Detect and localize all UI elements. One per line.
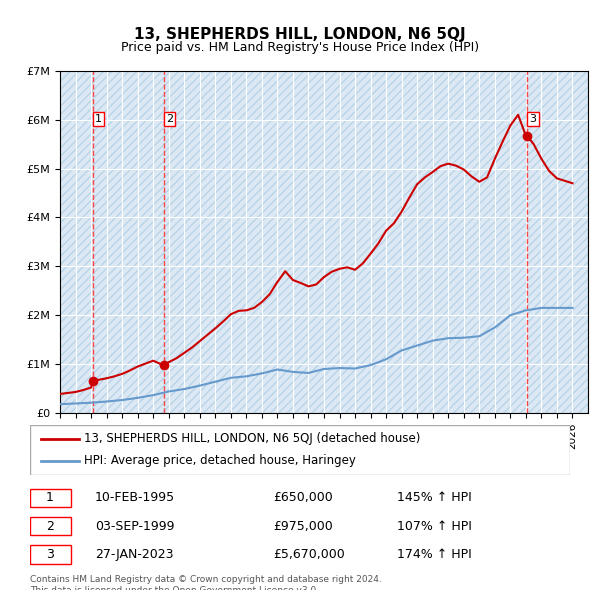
Text: 1: 1 bbox=[46, 491, 54, 504]
Text: Contains HM Land Registry data © Crown copyright and database right 2024.
This d: Contains HM Land Registry data © Crown c… bbox=[30, 575, 382, 590]
FancyBboxPatch shape bbox=[30, 545, 71, 563]
FancyBboxPatch shape bbox=[30, 517, 71, 535]
Text: £5,670,000: £5,670,000 bbox=[273, 548, 345, 561]
Text: 3: 3 bbox=[529, 114, 536, 124]
Text: 03-SEP-1999: 03-SEP-1999 bbox=[95, 520, 175, 533]
Text: 145% ↑ HPI: 145% ↑ HPI bbox=[397, 491, 472, 504]
FancyBboxPatch shape bbox=[30, 425, 570, 475]
Text: 2: 2 bbox=[46, 520, 54, 533]
Text: 107% ↑ HPI: 107% ↑ HPI bbox=[397, 520, 472, 533]
Text: HPI: Average price, detached house, Haringey: HPI: Average price, detached house, Hari… bbox=[84, 454, 356, 467]
Text: 174% ↑ HPI: 174% ↑ HPI bbox=[397, 548, 472, 561]
Text: 13, SHEPHERDS HILL, LONDON, N6 5QJ: 13, SHEPHERDS HILL, LONDON, N6 5QJ bbox=[134, 27, 466, 41]
Text: 1: 1 bbox=[95, 114, 102, 124]
Text: 13, SHEPHERDS HILL, LONDON, N6 5QJ (detached house): 13, SHEPHERDS HILL, LONDON, N6 5QJ (deta… bbox=[84, 432, 421, 445]
Text: £650,000: £650,000 bbox=[273, 491, 333, 504]
Text: 10-FEB-1995: 10-FEB-1995 bbox=[95, 491, 175, 504]
Text: 2: 2 bbox=[166, 114, 173, 124]
Text: 3: 3 bbox=[46, 548, 54, 561]
FancyBboxPatch shape bbox=[30, 489, 71, 507]
Text: Price paid vs. HM Land Registry's House Price Index (HPI): Price paid vs. HM Land Registry's House … bbox=[121, 41, 479, 54]
Text: 27-JAN-2023: 27-JAN-2023 bbox=[95, 548, 173, 561]
Text: £975,000: £975,000 bbox=[273, 520, 333, 533]
